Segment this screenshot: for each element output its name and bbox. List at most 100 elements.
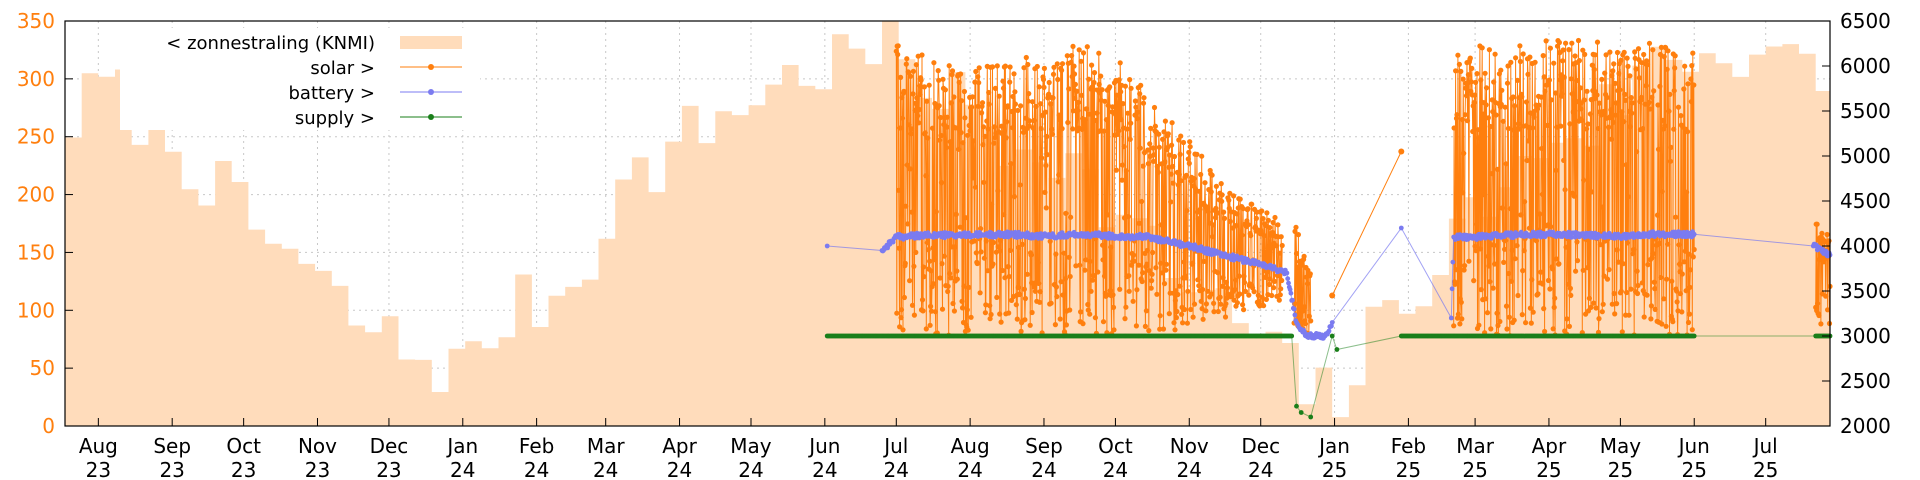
solar-point: [1685, 81, 1691, 87]
solar-point: [1100, 257, 1106, 263]
solar-point: [901, 294, 908, 301]
tick-label-left: 300: [17, 67, 55, 91]
solar-point: [1213, 205, 1219, 211]
solar-point: [1056, 112, 1062, 118]
solar-point: [1691, 82, 1697, 88]
solar-point: [1473, 248, 1479, 254]
solar-point: [1123, 168, 1129, 174]
solar-point: [1563, 40, 1569, 46]
solar-point: [997, 311, 1003, 317]
solar-point: [1619, 109, 1625, 115]
solar-point: [1629, 100, 1635, 106]
solar-point: [1823, 293, 1829, 299]
solar-point: [1005, 264, 1011, 270]
solar-point: [1170, 180, 1176, 186]
solar-point: [979, 110, 985, 116]
solar-point: [1044, 133, 1050, 140]
solar-point: [1483, 296, 1489, 302]
solar-point: [1539, 191, 1545, 197]
solar-point: [1466, 258, 1472, 264]
solar-point: [1545, 277, 1552, 284]
solar-point: [988, 311, 994, 318]
solar-point: [1669, 278, 1675, 284]
solar-point: [982, 310, 989, 316]
solar-point: [1538, 94, 1544, 100]
solar-point: [1826, 238, 1832, 244]
solar-point: [1614, 301, 1620, 307]
solar-point: [1160, 136, 1166, 142]
solar-point: [1465, 72, 1471, 78]
solar-point: [1540, 281, 1546, 287]
solar-point: [1543, 38, 1549, 44]
solar-point: [1662, 123, 1668, 129]
solar-point: [1172, 297, 1178, 304]
solar-point: [1150, 249, 1156, 256]
solar-point: [1186, 149, 1192, 155]
solar-point: [1671, 126, 1677, 132]
solar-point: [1535, 291, 1541, 297]
solar-point: [1258, 228, 1264, 234]
solar-point: [1566, 323, 1572, 329]
solar-point: [1211, 309, 1217, 315]
solar-point: [899, 95, 905, 101]
solar-point: [989, 201, 995, 207]
solar-point: [1142, 323, 1148, 329]
solar-point: [1117, 286, 1123, 292]
solar-point: [1596, 100, 1602, 106]
solar-point: [924, 98, 930, 104]
solar-point: [1271, 278, 1278, 284]
solar-point: [1026, 91, 1032, 97]
solar-point: [1453, 68, 1459, 74]
solar-point: [1147, 141, 1153, 147]
solar-point: [1049, 131, 1056, 137]
solar-point: [959, 98, 965, 104]
solar-point: [1154, 291, 1160, 297]
solar-point: [1615, 259, 1622, 265]
solar-point: [921, 84, 928, 90]
solar-point: [953, 125, 959, 131]
solar-point: [1212, 215, 1219, 221]
solar-point: [1203, 301, 1209, 307]
solar-point: [1058, 279, 1064, 285]
solar-point: [1558, 123, 1564, 129]
solar-point: [1086, 76, 1092, 82]
tick-label-right: 2500: [1840, 369, 1891, 393]
solar-point: [1002, 275, 1008, 281]
solar-point: [970, 175, 976, 181]
solar-point: [1547, 286, 1553, 292]
solar-point: [1552, 295, 1558, 301]
solar-point: [1504, 80, 1511, 86]
solar-point: [1068, 214, 1074, 220]
solar-point: [1027, 322, 1033, 328]
solar-point: [1610, 68, 1616, 74]
solar-point: [1301, 253, 1307, 259]
solar-point: [994, 63, 1000, 69]
solar-point: [981, 255, 988, 261]
solar-point: [1126, 273, 1132, 279]
solar-point: [954, 276, 960, 282]
solar-point: [1633, 66, 1639, 72]
tick-label-x-year: 24: [812, 458, 837, 480]
solar-point: [935, 68, 941, 74]
solar-point: [1054, 294, 1060, 300]
solar-point: [1494, 166, 1501, 172]
solar-point: [1457, 321, 1463, 327]
solar-point: [1042, 189, 1048, 195]
solar-point: [1482, 70, 1488, 76]
solar-point: [928, 303, 934, 309]
solar-point: [966, 122, 972, 129]
solar-point: [1219, 192, 1225, 198]
solar-point: [1462, 263, 1468, 269]
solar-point: [1307, 271, 1313, 277]
solar-point: [1060, 292, 1066, 298]
tick-label-right: 3000: [1840, 324, 1891, 348]
solar-point: [1517, 43, 1523, 49]
solar-point: [1551, 60, 1557, 66]
solar-point: [991, 124, 998, 130]
solar-point: [1690, 254, 1696, 260]
solar-point: [1471, 100, 1477, 106]
solar-point: [1036, 280, 1042, 286]
solar-point: [1168, 171, 1174, 177]
solar-point: [1131, 258, 1137, 264]
solar-point: [1118, 89, 1124, 95]
